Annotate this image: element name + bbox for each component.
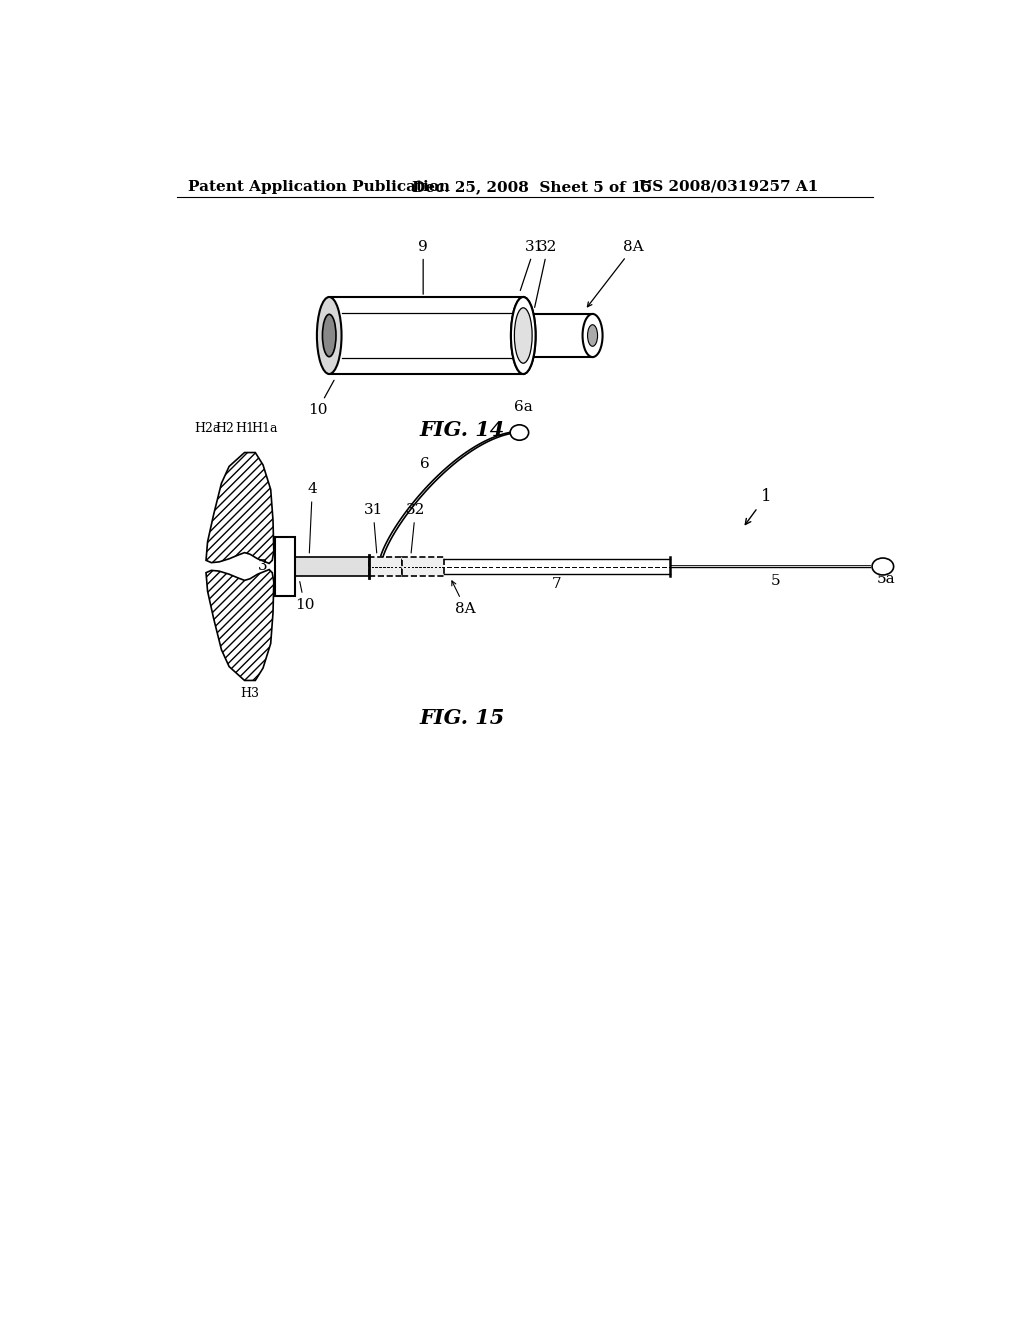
Text: 32: 32 (535, 240, 558, 308)
Text: 4: 4 (307, 482, 317, 553)
Text: H2a: H2a (195, 422, 221, 434)
Text: 10: 10 (308, 380, 334, 417)
Bar (330, 297, 523, 374)
Text: H3: H3 (241, 688, 259, 701)
Bar (524, 314, 593, 358)
Ellipse shape (514, 308, 532, 363)
Text: 6: 6 (420, 458, 430, 471)
Text: 31: 31 (520, 240, 545, 290)
Text: H2: H2 (215, 422, 233, 434)
Text: FIG. 15: FIG. 15 (419, 709, 504, 729)
Text: 1: 1 (745, 488, 771, 524)
Text: H1: H1 (236, 422, 254, 434)
Text: 8A: 8A (452, 581, 476, 615)
Text: 5a: 5a (877, 573, 895, 586)
Text: Dec. 25, 2008  Sheet 5 of 15: Dec. 25, 2008 Sheet 5 of 15 (412, 180, 651, 194)
Ellipse shape (515, 314, 535, 356)
Text: 6a: 6a (514, 400, 532, 414)
Bar (401, 557, 444, 576)
Ellipse shape (323, 314, 336, 356)
Text: 5: 5 (771, 574, 780, 587)
Text: H1a: H1a (251, 422, 278, 434)
Polygon shape (206, 570, 273, 681)
Ellipse shape (511, 297, 536, 374)
Ellipse shape (588, 325, 598, 346)
Ellipse shape (316, 297, 342, 374)
Bar (295, 557, 370, 576)
Ellipse shape (510, 425, 528, 441)
Polygon shape (206, 453, 273, 564)
Bar (370, 557, 401, 576)
Ellipse shape (516, 313, 530, 359)
Text: 3: 3 (258, 560, 268, 573)
Text: FIG. 14: FIG. 14 (419, 420, 504, 440)
Text: 7: 7 (552, 577, 561, 591)
Text: 31: 31 (364, 503, 383, 553)
Ellipse shape (872, 558, 894, 576)
Text: US 2008/0319257 A1: US 2008/0319257 A1 (639, 180, 818, 194)
Text: 32: 32 (406, 503, 425, 553)
Bar (275, 537, 295, 595)
Text: 9: 9 (418, 240, 428, 294)
Text: 8A: 8A (588, 240, 644, 306)
Ellipse shape (583, 314, 602, 356)
Bar (444, 558, 670, 574)
Text: 10: 10 (295, 582, 314, 612)
Ellipse shape (511, 297, 536, 374)
Text: Patent Application Publication: Patent Application Publication (188, 180, 451, 194)
Ellipse shape (520, 325, 529, 346)
